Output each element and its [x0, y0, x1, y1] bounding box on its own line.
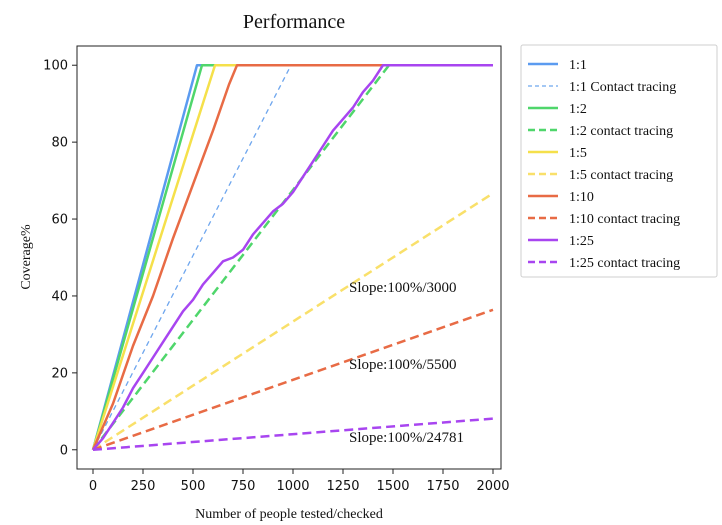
y-tick-label-1: 20: [51, 366, 68, 381]
legend-label-3: 1:2 contact tracing: [569, 124, 673, 139]
legend-label-7: 1:10 contact tracing: [569, 212, 680, 227]
chart-title: Performance: [243, 11, 345, 33]
legend: 1:1 1:1 Contact tracing 1:2 1:2 contact tra…: [520, 44, 718, 278]
x-tick-label-6: 1500: [376, 479, 409, 494]
legend-label-9: 1:25 contact tracing: [569, 256, 680, 271]
y-axis-label: Coverage%: [19, 224, 34, 290]
x-tick-label-2: 500: [181, 479, 206, 494]
legend-frame: [520, 44, 718, 278]
x-tick-label-7: 1750: [426, 479, 459, 494]
legend-label-6: 1:10: [569, 190, 594, 205]
legend-label-1: 1:1 Contact tracing: [569, 80, 676, 95]
x-tick-label-5: 1250: [326, 479, 359, 494]
x-tick-label-8: 2000: [476, 479, 509, 494]
x-tick-label-3: 750: [231, 479, 256, 494]
series-line-4: [91, 63, 493, 451]
series-line-7: [92, 308, 494, 451]
slope-annotation-1: Slope:100%/5500: [349, 357, 457, 373]
y-tick-label-5: 100: [43, 59, 68, 74]
series-line-6: [91, 63, 493, 451]
legend-label-5: 1:5 contact tracing: [569, 168, 673, 183]
series-line-8: [92, 63, 493, 451]
series-line-9: [92, 417, 494, 452]
y-tick-label-0: 0: [60, 443, 68, 458]
plot-frame: [76, 45, 502, 470]
x-tick-label-0: 0: [89, 479, 97, 494]
legend-items: 1:1 1:1 Contact tracing 1:2 1:2 contact tra…: [528, 58, 680, 271]
y-tick-label-2: 40: [51, 289, 68, 304]
x-tick-label-4: 1000: [276, 479, 309, 494]
x-axis-label: Number of people tested/checked: [195, 507, 383, 522]
series-layer: [91, 63, 494, 452]
legend-label-2: 1:2: [569, 102, 587, 117]
slope-annotation-2: Slope:100%/24781: [349, 430, 464, 446]
annotations-layer: Slope:100%/3000 Slope:100%/5500 Slope:100%…: [349, 280, 464, 446]
x-tick-label-1: 250: [131, 479, 156, 494]
legend-label-8: 1:25: [569, 234, 594, 249]
series-line-5: [92, 192, 494, 451]
legend-label-0: 1:1: [569, 58, 587, 73]
y-tick-label-4: 80: [51, 136, 68, 151]
y-tick-label-3: 60: [51, 213, 68, 228]
series-line-1: [92, 64, 292, 451]
ticks-layer: 0 250 500 750 1000 1250 1500 1750 2000 0 20 40 60 80 1…: [43, 59, 509, 494]
legend-label-4: 1:5: [569, 146, 587, 161]
slope-annotation-0: Slope:100%/3000: [349, 280, 457, 296]
